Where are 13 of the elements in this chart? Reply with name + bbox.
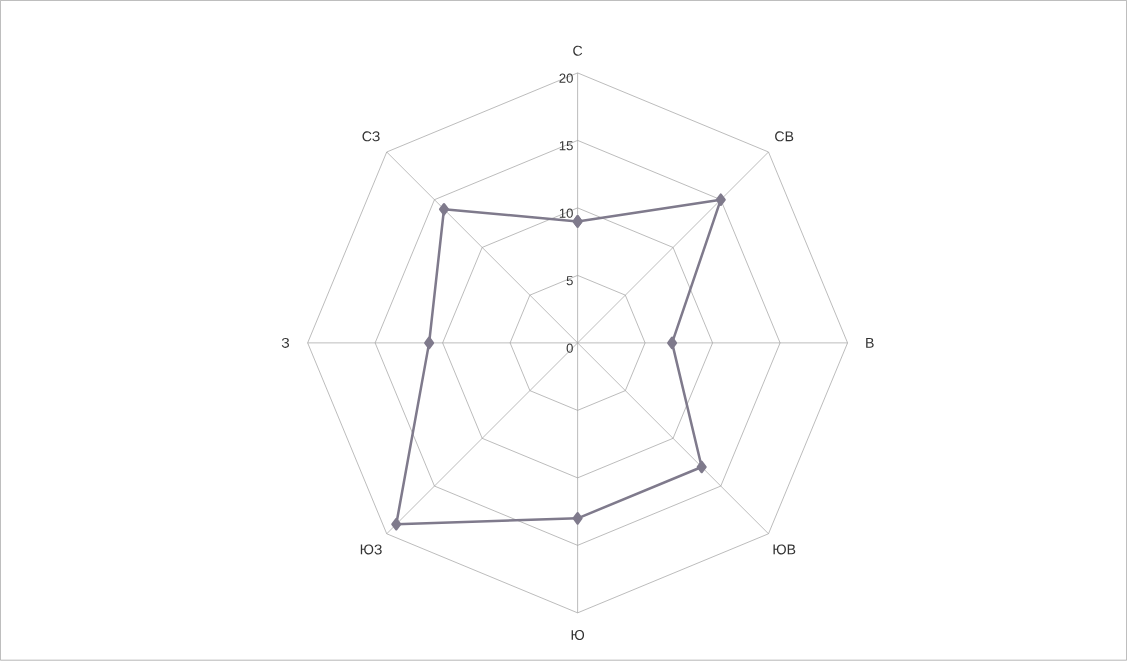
- spoke-label: СЗ: [362, 131, 380, 142]
- y-tick-label: 10: [559, 208, 573, 218]
- spoke-label: З: [281, 338, 290, 349]
- spoke-label: С: [573, 45, 583, 56]
- spoke-label: ЮЗ: [360, 544, 382, 555]
- y-tick-label: 20: [559, 73, 573, 83]
- y-tick-label: 0: [566, 343, 573, 353]
- spoke-label: ЮВ: [773, 544, 796, 555]
- y-tick-label: 5: [566, 276, 573, 286]
- y-tick-label: 15: [559, 141, 573, 151]
- spoke-label: Ю: [571, 630, 585, 641]
- spoke-label: В: [866, 338, 874, 348]
- spoke-label: СВ: [775, 131, 794, 142]
